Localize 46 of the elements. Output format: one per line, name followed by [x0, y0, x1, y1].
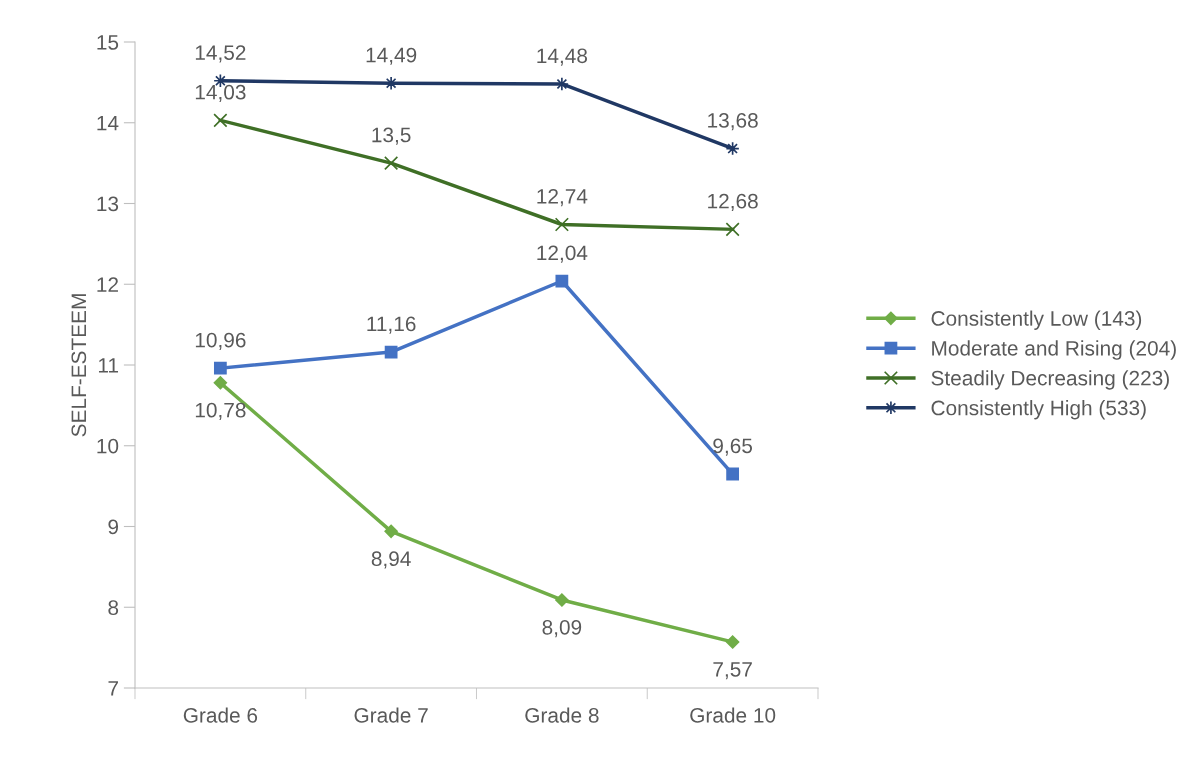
- point: [213, 113, 228, 128]
- data-label: 8,09: [542, 619, 582, 638]
- data-label: 14,49: [366, 47, 417, 65]
- data-label: 14,03: [195, 84, 246, 102]
- y-axis-title: SELF-ESTEEM: [71, 294, 87, 437]
- y-tick-label: 7: [108, 681, 118, 696]
- y-tick-label: 10: [97, 438, 119, 454]
- data-label: 7,57: [713, 662, 752, 680]
- point: [725, 635, 740, 649]
- legend-label: Moderate and Rising (204): [932, 340, 1176, 360]
- y-tick-label: 14: [97, 115, 119, 131]
- point: [384, 524, 398, 539]
- data-label: 8,94: [371, 551, 411, 569]
- data-label: 14,48: [537, 48, 588, 66]
- point: [213, 376, 228, 390]
- x-tick-label: Grade 10: [690, 707, 776, 723]
- x-tick-label: Grade 7: [354, 707, 428, 723]
- y-tick-label: 9: [108, 519, 119, 535]
- y-tick-label: 8: [108, 600, 119, 615]
- legend-label: Consistently High (533): [931, 400, 1146, 420]
- legend-label: Steadily Decreasing (223): [931, 370, 1169, 390]
- data-label: 12,74: [537, 188, 588, 207]
- data-label: 10,96: [195, 332, 246, 350]
- point: [554, 217, 569, 232]
- legend-label: Consistently Low (143): [931, 310, 1142, 330]
- point: [725, 222, 740, 237]
- point: [213, 361, 227, 375]
- data-label: 12,04: [537, 245, 588, 263]
- data-label: 14,52: [195, 45, 246, 63]
- point: [555, 274, 569, 288]
- y-tick-label: 12: [97, 277, 118, 292]
- y-tick-label: 11: [98, 358, 119, 373]
- x-tick-label: Grade 6: [183, 707, 258, 723]
- point: [555, 593, 569, 607]
- data-label: 10,78: [195, 402, 246, 420]
- point: [726, 467, 740, 481]
- point: [384, 345, 398, 359]
- data-label: 11,16: [367, 316, 416, 334]
- data-label: 13,68: [708, 113, 758, 131]
- y-tick-label: 13: [97, 196, 119, 212]
- x-tick-label: Grade 8: [525, 707, 599, 723]
- data-label: 13,5: [372, 127, 411, 145]
- y-tick-label: 15: [97, 35, 119, 50]
- data-label: 9,65: [713, 438, 753, 456]
- point: [384, 156, 399, 171]
- data-label: 12,68: [708, 193, 758, 212]
